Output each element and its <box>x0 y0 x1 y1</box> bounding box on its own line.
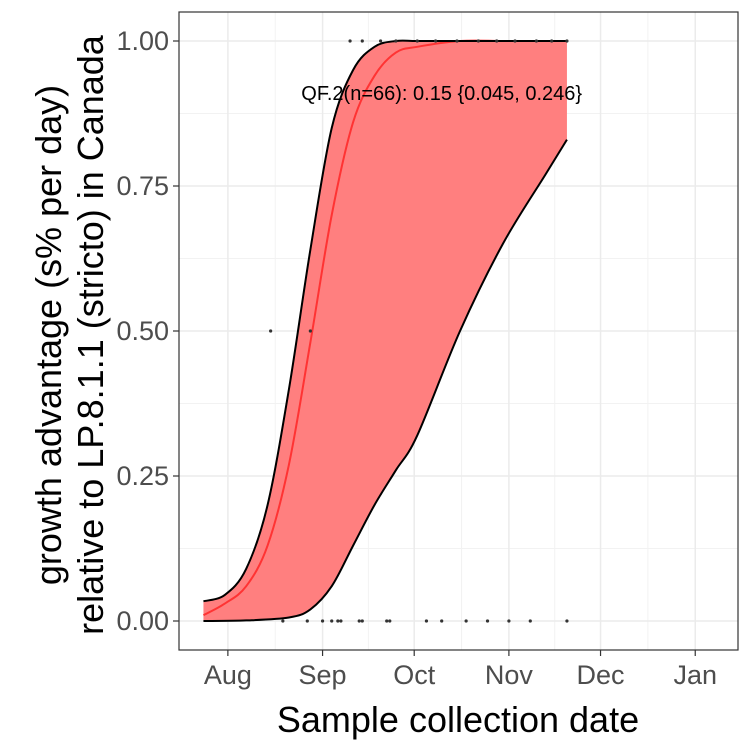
data-point <box>455 39 459 43</box>
data-point <box>507 619 511 623</box>
data-point <box>495 39 499 43</box>
data-point <box>336 619 340 623</box>
data-point <box>464 619 468 623</box>
data-point <box>360 39 364 43</box>
x-tick-label: Sep <box>299 660 347 690</box>
x-axis: Aug Sep Oct Nov Dec Jan <box>204 650 717 690</box>
data-point <box>433 39 438 43</box>
y-tick-label: 1.00 <box>116 26 169 56</box>
data-point <box>394 39 398 43</box>
data-point <box>308 329 312 333</box>
data-point <box>485 619 490 623</box>
confidence-ribbon <box>203 40 567 621</box>
lower-bound-line <box>203 139 568 622</box>
data-point <box>379 39 383 43</box>
x-axis-title: Sample collection date <box>277 699 639 740</box>
data-point <box>513 39 517 43</box>
data-points <box>269 39 569 623</box>
y-axis-title-line-1: growth advantage (s% per day) <box>28 85 69 585</box>
data-point <box>348 39 352 43</box>
y-tick-label: 0.75 <box>116 171 169 201</box>
data-point <box>281 619 285 623</box>
data-point <box>339 619 343 623</box>
data-point <box>385 619 389 623</box>
annotation: QF.2(n=66): 0.15 {0.045, 0.246} <box>301 83 582 105</box>
x-tick-label: Nov <box>485 660 534 690</box>
y-tick-label: 0.50 <box>116 316 169 346</box>
data-point <box>565 619 569 623</box>
x-tick-label: Dec <box>577 660 625 690</box>
data-point <box>550 39 554 43</box>
data-point <box>440 619 444 623</box>
data-point <box>534 39 538 43</box>
data-point <box>305 619 309 623</box>
data-point <box>476 39 480 43</box>
data-point <box>565 39 569 43</box>
x-tick-label: Aug <box>204 660 252 690</box>
data-point <box>528 619 532 623</box>
data-point <box>388 619 392 623</box>
y-tick-label: 0.25 <box>116 461 169 491</box>
data-point <box>357 619 361 623</box>
y-tick-label: 0.00 <box>116 606 169 636</box>
data-point <box>330 619 334 623</box>
data-point <box>269 329 273 333</box>
x-tick-label: Jan <box>673 660 717 690</box>
y-axis-title-line-2: relative to LP.8.1.1 (stricto) in Canada <box>70 34 111 635</box>
data-point <box>320 619 325 623</box>
data-point <box>415 39 419 43</box>
data-point <box>360 619 364 623</box>
x-tick-label: Oct <box>393 660 436 690</box>
data-point <box>424 619 429 623</box>
y-axis: 0.00 0.25 0.50 0.75 1.00 <box>116 26 179 636</box>
